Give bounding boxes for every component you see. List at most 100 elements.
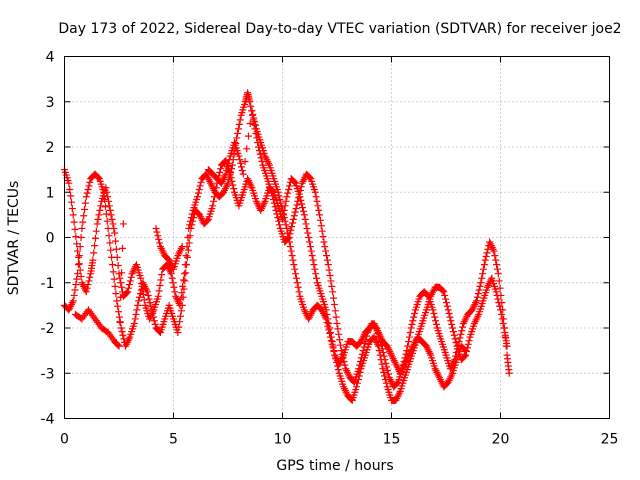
data-point	[497, 306, 504, 314]
data-point	[140, 296, 148, 304]
data-point	[341, 361, 349, 369]
data-point	[117, 293, 125, 301]
data-point	[494, 295, 502, 303]
data-point	[224, 163, 232, 171]
data-point	[112, 237, 120, 245]
data-point	[68, 205, 76, 213]
x-tick-label: 10	[274, 432, 292, 448]
data-point	[383, 363, 391, 371]
data-point	[446, 313, 454, 321]
y-tick-label: -4	[41, 412, 55, 428]
data-point	[105, 232, 113, 240]
data-point	[323, 256, 331, 264]
data-points	[61, 89, 513, 404]
data-point	[178, 301, 186, 309]
data-point	[330, 300, 338, 308]
data-point	[430, 310, 438, 318]
data-point	[154, 292, 162, 300]
data-point	[304, 229, 312, 237]
data-point	[462, 347, 470, 355]
data-point	[246, 119, 254, 127]
data-point	[114, 302, 122, 310]
data-point	[478, 274, 486, 282]
data-point	[156, 281, 164, 289]
data-point	[479, 270, 487, 278]
data-point	[103, 217, 111, 225]
data-point	[230, 150, 238, 158]
data-point	[170, 283, 178, 291]
data-point	[92, 227, 100, 235]
data-point	[69, 297, 77, 305]
data-point	[440, 288, 448, 296]
data-point	[176, 318, 184, 326]
data-point	[216, 168, 224, 176]
data-point	[358, 350, 366, 358]
data-point	[473, 297, 481, 305]
data-point	[145, 295, 153, 303]
data-point	[116, 318, 124, 326]
data-point	[77, 234, 85, 241]
data-point	[498, 315, 506, 323]
data-point	[72, 233, 80, 241]
data-point	[93, 220, 101, 228]
data-point	[125, 284, 133, 292]
data-point	[106, 239, 114, 247]
data-point	[290, 261, 298, 269]
data-point	[288, 252, 296, 260]
data-point	[237, 159, 245, 167]
data-point	[377, 356, 385, 364]
data-point	[325, 266, 333, 274]
data-point	[275, 192, 283, 200]
data-point	[306, 243, 314, 251]
data-point	[319, 233, 327, 241]
data-point	[312, 193, 320, 201]
data-point	[442, 295, 450, 303]
data-point	[310, 261, 318, 269]
data-point	[305, 234, 313, 241]
data-point	[102, 210, 110, 218]
data-point	[178, 243, 186, 251]
data-point	[118, 283, 126, 291]
data-point	[196, 182, 204, 190]
data-point	[118, 269, 126, 277]
y-axis-label: SDTVAR / TECUs	[6, 181, 22, 296]
data-point	[493, 261, 501, 269]
data-point	[210, 193, 218, 201]
data-point	[299, 204, 307, 212]
data-point	[169, 279, 177, 287]
data-point	[406, 329, 414, 337]
data-point	[180, 276, 188, 284]
data-point	[107, 211, 115, 219]
data-point	[230, 185, 238, 193]
data-point	[132, 310, 140, 318]
data-point	[195, 186, 203, 194]
data-point	[317, 222, 325, 230]
axis-ticks	[64, 56, 610, 419]
data-point	[269, 187, 277, 195]
data-point	[91, 242, 99, 250]
data-point	[278, 203, 286, 211]
data-point	[157, 276, 165, 284]
data-point	[313, 197, 321, 205]
data-point	[465, 337, 473, 345]
data-point	[291, 208, 299, 216]
data-point	[411, 310, 419, 318]
data-point	[181, 277, 189, 285]
data-point	[116, 274, 124, 282]
data-point	[175, 323, 183, 331]
data-point	[405, 338, 413, 346]
data-point	[274, 188, 282, 196]
data-point	[291, 265, 299, 273]
data-point	[224, 179, 232, 187]
data-point	[444, 306, 452, 314]
data-point	[288, 223, 296, 231]
data-point	[292, 270, 300, 278]
data-point	[96, 206, 104, 214]
data-point	[227, 174, 235, 182]
data-point	[331, 307, 339, 315]
data-point	[326, 333, 334, 341]
data-point	[224, 159, 232, 167]
data-point	[279, 210, 287, 218]
data-point	[133, 306, 141, 314]
data-point	[381, 372, 389, 380]
